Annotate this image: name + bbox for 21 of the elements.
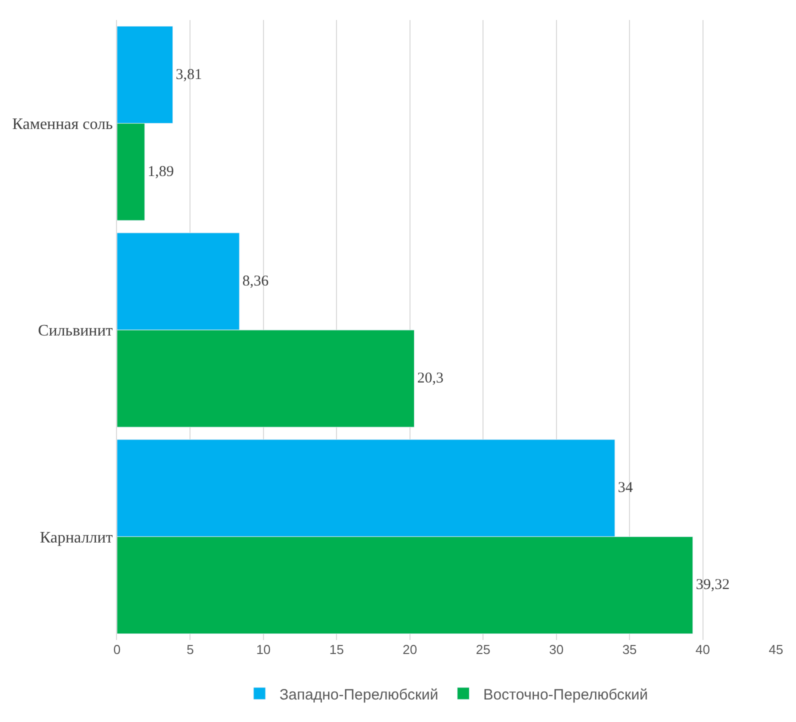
x-tick-label: 0 — [113, 642, 121, 657]
x-tick-label: 15 — [329, 642, 344, 657]
data-label: 1,89 — [148, 164, 174, 180]
x-tick-label: 25 — [476, 642, 490, 657]
x-tick-label: 20 — [402, 642, 418, 657]
y-tick-label: Карналлит — [40, 529, 113, 546]
data-label: 3,81 — [176, 66, 202, 83]
data-label: 20,3 — [417, 370, 444, 387]
x-tick-label: 40 — [696, 642, 710, 657]
y-tick-label: Сильвинит — [38, 322, 113, 340]
x-tick-label: 35 — [622, 642, 637, 657]
x-tick-label: 45 — [768, 642, 784, 657]
data-label: 39,32 — [696, 577, 730, 594]
x-tick-label: 30 — [549, 642, 564, 657]
legend-label: Западно-Перелюбский — [280, 686, 438, 704]
data-label: 8,36 — [242, 273, 270, 290]
x-tick-label: 5 — [186, 642, 194, 657]
legend-label: Восточно-Перелюбский — [483, 686, 648, 704]
x-tick-label: 10 — [256, 642, 271, 657]
y-tick-label: Каменная соль — [12, 116, 113, 133]
data-label: 34 — [618, 480, 634, 496]
